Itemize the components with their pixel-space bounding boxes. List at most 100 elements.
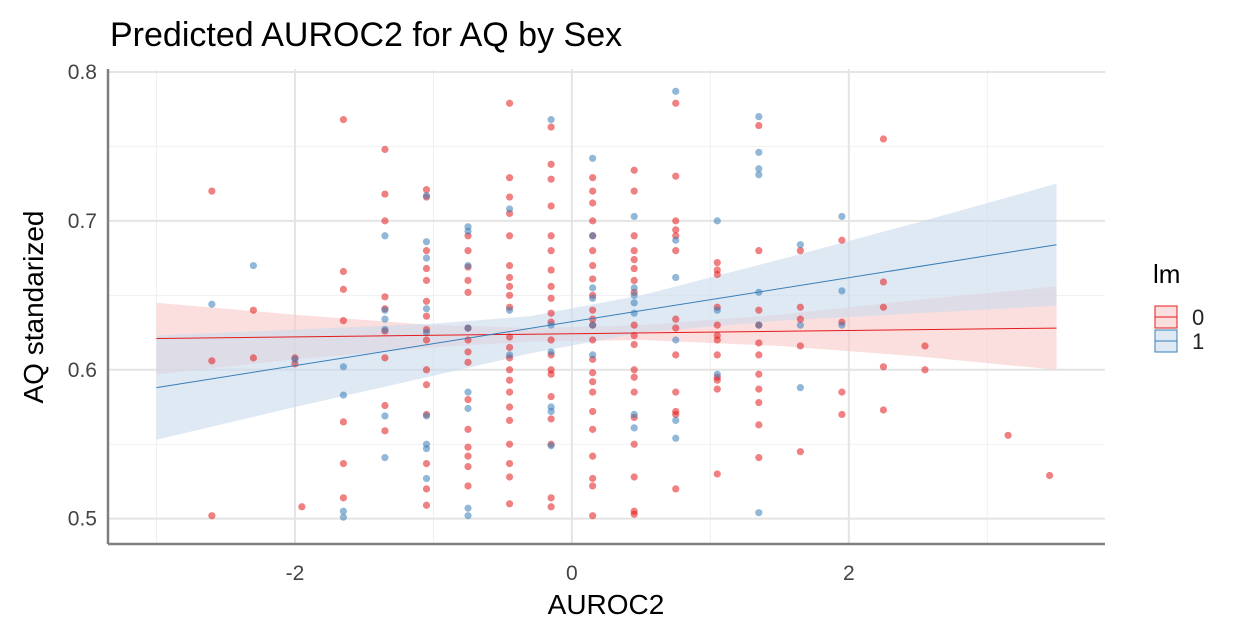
data-point-0 xyxy=(464,443,472,451)
data-point-0 xyxy=(464,425,472,433)
data-point-0 xyxy=(672,410,680,419)
data-point-0 xyxy=(630,440,638,448)
data-point-1 xyxy=(464,388,472,396)
data-point-0 xyxy=(755,385,763,393)
data-point-1 xyxy=(505,205,514,213)
data-point-0 xyxy=(547,123,555,131)
data-point-0 xyxy=(464,482,472,490)
data-point-1 xyxy=(755,165,763,173)
fit-line-0 xyxy=(156,327,1057,340)
data-point-1 xyxy=(630,424,638,432)
data-point-0 xyxy=(630,232,638,240)
data-point-0 xyxy=(464,358,472,366)
data-point-0 xyxy=(838,388,846,396)
data-point-0 xyxy=(713,321,721,329)
data-point-0 xyxy=(589,378,597,386)
data-point-0 xyxy=(630,187,638,195)
data-point-0 xyxy=(879,278,888,286)
data-point-1 xyxy=(672,434,680,442)
data-point-0 xyxy=(838,236,846,244)
data-point-1 xyxy=(464,512,472,520)
data-point-0 xyxy=(547,175,555,183)
data-point-0 xyxy=(505,282,514,290)
data-point-1 xyxy=(713,306,721,314)
data-point-1 xyxy=(422,412,431,420)
data-point-0 xyxy=(755,339,763,347)
data-point-0 xyxy=(755,454,763,462)
data-point-0 xyxy=(589,247,597,255)
data-point-1 xyxy=(796,384,804,392)
legend-item-0: 0 xyxy=(1154,305,1204,330)
data-point-0 xyxy=(589,407,597,416)
data-point-1 xyxy=(422,254,431,262)
data-point-0 xyxy=(672,247,680,255)
data-point-1 xyxy=(630,299,638,307)
data-point-0 xyxy=(505,193,514,201)
data-point-0 xyxy=(505,416,514,425)
data-point-0 xyxy=(713,336,721,344)
data-point-0 xyxy=(589,217,597,225)
data-point-0 xyxy=(422,381,431,389)
data-point-0 xyxy=(505,291,514,299)
data-point-1 xyxy=(547,407,555,416)
data-point-1 xyxy=(422,474,431,483)
data-point-0 xyxy=(672,351,680,359)
data-point-0 xyxy=(547,232,555,240)
data-point-0 xyxy=(208,187,216,195)
data-point-1 xyxy=(755,148,763,156)
data-point-0 xyxy=(796,247,804,255)
data-point-1 xyxy=(755,321,763,329)
data-point-0 xyxy=(505,232,514,240)
data-point-0 xyxy=(505,99,514,107)
data-point-1 xyxy=(208,300,216,308)
data-point-1 xyxy=(547,348,555,356)
data-point-0 xyxy=(589,482,597,490)
y-tick-label: 0.7 xyxy=(68,210,97,233)
tick-labels: -2 0 2 0.5 0.6 0.7 0.8 xyxy=(68,61,855,585)
data-point-0 xyxy=(589,199,597,207)
legend-label-0: 0 xyxy=(1192,305,1204,330)
data-point-1 xyxy=(796,241,804,249)
data-point-0 xyxy=(505,366,514,374)
data-point-1 xyxy=(464,324,472,332)
data-point-1 xyxy=(672,336,680,344)
data-point-1 xyxy=(755,509,763,517)
data-point-1 xyxy=(630,309,638,317)
data-point-0 xyxy=(422,297,431,305)
data-point-0 xyxy=(630,247,638,255)
x-tick-label: 2 xyxy=(843,562,855,585)
data-point-0 xyxy=(547,282,555,290)
data-point-0 xyxy=(422,459,431,468)
data-point-0 xyxy=(547,160,555,168)
data-point-1 xyxy=(672,236,680,244)
data-point-0 xyxy=(589,306,597,314)
data-point-0 xyxy=(422,312,431,320)
data-point-1 xyxy=(838,321,846,329)
data-point-1 xyxy=(630,284,638,292)
x-tick-label: -2 xyxy=(286,562,305,585)
data-point-0 xyxy=(755,306,763,314)
data-point-0 xyxy=(589,512,597,520)
data-point-0 xyxy=(672,226,680,234)
data-point-1 xyxy=(547,442,555,450)
data-point-0 xyxy=(464,462,472,471)
data-point-0 xyxy=(589,474,597,483)
data-point-0 xyxy=(589,388,597,396)
data-point-1 xyxy=(422,328,431,337)
data-point-1 xyxy=(381,306,389,314)
data-point-0 xyxy=(589,275,597,283)
data-point-0 xyxy=(589,369,597,377)
data-point-0 xyxy=(464,288,472,296)
data-point-0 xyxy=(1004,431,1012,439)
data-point-0 xyxy=(339,116,348,124)
data-point-0 xyxy=(672,172,680,180)
data-point-1 xyxy=(339,513,348,521)
data-point-1 xyxy=(381,454,389,462)
data-point-0 xyxy=(339,267,348,276)
data-point-0 xyxy=(547,415,555,423)
data-point-0 xyxy=(879,363,888,371)
data-point-0 xyxy=(381,401,389,410)
chart-title: Predicted AUROC2 for AQ by Sex xyxy=(110,16,622,54)
x-tick-label: 0 xyxy=(566,562,578,585)
data-point-0 xyxy=(755,247,763,255)
